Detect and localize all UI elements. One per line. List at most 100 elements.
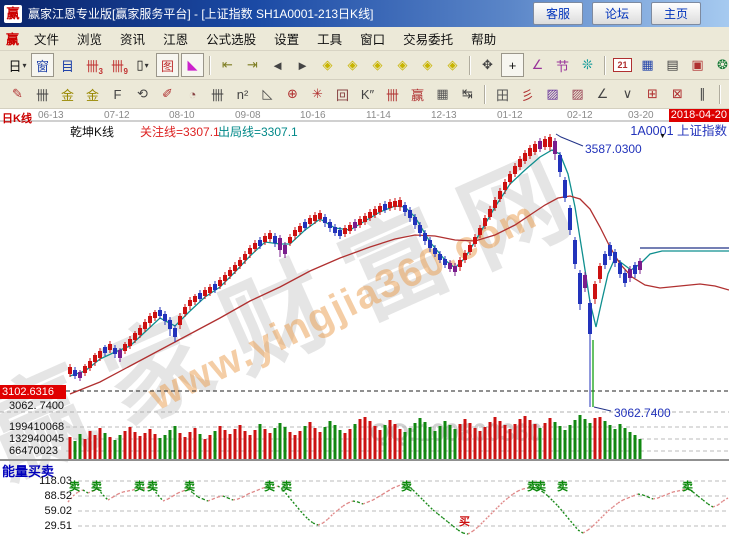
diamond-compress-icon[interactable]: ◈ bbox=[372, 57, 383, 72]
indicator-scale-1: 118.03 bbox=[39, 475, 72, 487]
sell-signal: 卖 bbox=[682, 481, 693, 493]
diamond-vertical-icon[interactable]: ◈ bbox=[422, 57, 433, 72]
gold-grid-icon[interactable]: 金 bbox=[60, 87, 74, 103]
calendar-icon[interactable]: 21 bbox=[611, 53, 634, 77]
red-grid-icon[interactable]: ⊞ bbox=[647, 86, 658, 101]
title-bar: 赢 赢家江恩专业版[赢家服务平台] - [上证指数 SH1A0001-213日K… bbox=[0, 0, 729, 27]
draw-knife-icon[interactable]: ✎ bbox=[12, 86, 23, 101]
menu-bar: 赢 文件 浏览 资讯 江恩 公式选股 设置 工具 窗口 交易委托 帮助 bbox=[0, 27, 729, 51]
exit-line-value: 出局线=3307.1 bbox=[218, 125, 298, 139]
current-date-badge: 2018-04-20 bbox=[668, 109, 729, 122]
gann-node-icon[interactable]: 节 bbox=[555, 58, 569, 74]
brand-tool-icon[interactable]: 赢 bbox=[410, 87, 424, 103]
plain-grid-icon[interactable]: 卌 bbox=[210, 87, 224, 103]
crosshair-icon[interactable]: + bbox=[501, 53, 524, 77]
width-arrows-icon[interactable]: ↹ bbox=[462, 86, 473, 101]
spiral-grid-icon[interactable]: ⟲ bbox=[137, 86, 148, 101]
menu-浏览[interactable]: 浏览 bbox=[77, 33, 103, 47]
sell-signal: 卖 bbox=[91, 481, 102, 493]
diamond-left-icon[interactable]: ◈ bbox=[322, 57, 333, 72]
period-day-kline-icon[interactable]: 日 ▾ bbox=[8, 58, 27, 74]
date-tick-01-12: 01-12 bbox=[497, 110, 523, 121]
sell-signal: 卖 bbox=[401, 481, 412, 493]
first-page-icon[interactable]: ⇤ bbox=[222, 57, 233, 72]
menu-公式选股[interactable]: 公式选股 bbox=[206, 33, 257, 47]
next-page-icon[interactable]: ► bbox=[296, 57, 309, 73]
gann-grid-icon[interactable]: 卌 bbox=[35, 87, 49, 103]
sell-signal: 卖 bbox=[184, 481, 195, 493]
parallel-lines-icon[interactable]: ∥ bbox=[699, 86, 706, 101]
peak-price-label: 3587.0300 bbox=[585, 142, 642, 156]
f-grid-icon[interactable]: F bbox=[113, 86, 122, 102]
wave-tool-icon[interactable]: ❊ bbox=[582, 57, 593, 72]
titlebar-button-主页[interactable]: 主页 bbox=[650, 2, 701, 25]
indicator-title: 能量买卖 bbox=[2, 464, 55, 479]
box-frame-icon[interactable]: 田 bbox=[495, 87, 509, 103]
app-logo-icon: 赢 bbox=[4, 4, 22, 23]
menu-items: 文件 浏览 资讯 江恩 公式选股 设置 工具 窗口 交易委托 帮助 bbox=[25, 27, 505, 50]
titlebar-button-客服[interactable]: 客服 bbox=[532, 2, 583, 25]
menu-工具[interactable]: 工具 bbox=[317, 33, 343, 47]
toolbar-separator bbox=[469, 55, 471, 75]
buy-signal: 买 bbox=[459, 516, 470, 528]
fan-lines-icon[interactable]: 彡 bbox=[520, 87, 534, 103]
quote-list-icon[interactable]: 目 bbox=[60, 58, 74, 74]
date-tick-08-10: 08-10 bbox=[169, 110, 195, 121]
gold-grid-2-icon[interactable]: 金 bbox=[85, 87, 99, 103]
save-icon[interactable]: ▣ bbox=[691, 57, 704, 72]
trend-angles-icon[interactable]: ∠ bbox=[596, 86, 609, 101]
time-cycle-icon[interactable]: ◔ bbox=[188, 86, 197, 102]
low-price-label: 3062.7400 bbox=[614, 406, 671, 420]
menu-设置[interactable]: 设置 bbox=[274, 33, 300, 47]
report-icon[interactable]: ▤ bbox=[666, 57, 679, 72]
gann-box-icon[interactable]: ▨ bbox=[546, 86, 559, 101]
indicator-scale-2: 88.52 bbox=[44, 490, 72, 502]
network-icon[interactable]: ❂ bbox=[717, 57, 728, 72]
wave-check-icon[interactable]: ∨ bbox=[622, 86, 633, 101]
sell-signal: 卖 bbox=[281, 481, 292, 493]
candle-style-icon[interactable]: ▯ ▾ bbox=[136, 57, 149, 72]
star-burst-icon[interactable]: ✳ bbox=[312, 86, 323, 101]
date-tick-10-16: 10-16 bbox=[300, 110, 326, 121]
menu-资讯[interactable]: 资讯 bbox=[120, 33, 146, 47]
angle-measure-icon[interactable]: ∠ bbox=[531, 57, 544, 72]
menu-文件[interactable]: 文件 bbox=[34, 33, 60, 47]
diamond-expand-icon[interactable]: ◈ bbox=[397, 57, 408, 72]
red-comb-icon[interactable]: 卌 bbox=[385, 87, 399, 103]
multi-window-icon[interactable]: 窗 bbox=[31, 53, 54, 77]
volume-scale-1: 199410068 bbox=[9, 421, 65, 433]
low-price-left-label: 3062. 7400 bbox=[9, 400, 65, 412]
kline-canvas[interactable] bbox=[0, 109, 729, 537]
sell-signal: 卖 bbox=[535, 481, 546, 493]
watch-line-value: 关注线=3307.1 bbox=[140, 125, 220, 139]
square-spiral-icon[interactable]: 回 bbox=[335, 87, 349, 103]
grid-hat-icon[interactable]: ▦ bbox=[436, 86, 449, 101]
color-chart-icon[interactable]: ◣ bbox=[181, 53, 204, 77]
k-mark-icon[interactable]: K″ bbox=[360, 86, 375, 102]
gann-box-red-icon[interactable]: ▨ bbox=[571, 86, 584, 101]
prev-page-icon[interactable]: ◄ bbox=[271, 57, 284, 73]
calculator-icon[interactable]: ▦ bbox=[641, 57, 654, 72]
date-tick-07-12: 07-12 bbox=[104, 110, 130, 121]
last-page-icon[interactable]: ⇥ bbox=[247, 57, 258, 72]
target-circle-icon[interactable]: ⊕ bbox=[287, 86, 298, 101]
sell-signal: 卖 bbox=[147, 481, 158, 493]
menu-江恩[interactable]: 江恩 bbox=[163, 33, 189, 47]
diamond-right-icon[interactable]: ◈ bbox=[347, 57, 358, 72]
menu-logo-icon: 赢 bbox=[6, 32, 20, 47]
menu-帮助[interactable]: 帮助 bbox=[471, 33, 497, 47]
menu-交易委托[interactable]: 交易委托 bbox=[403, 33, 454, 47]
gann-tool-icon[interactable]: 图 bbox=[156, 53, 179, 77]
mirror-angle-icon[interactable]: ◺ bbox=[262, 86, 273, 101]
menu-窗口[interactable]: 窗口 bbox=[360, 33, 386, 47]
arrow-grid-icon[interactable]: ⊠ bbox=[672, 86, 683, 101]
diamond-all-icon[interactable]: ◈ bbox=[447, 57, 458, 72]
date-tick-12-13: 12-13 bbox=[431, 110, 457, 121]
draw-pen-icon[interactable]: ✐ bbox=[162, 86, 173, 101]
pan-hand-icon[interactable]: ✥ bbox=[482, 57, 493, 72]
titlebar-button-论坛[interactable]: 论坛 bbox=[591, 2, 642, 25]
n-square-icon[interactable]: n² bbox=[236, 86, 249, 102]
